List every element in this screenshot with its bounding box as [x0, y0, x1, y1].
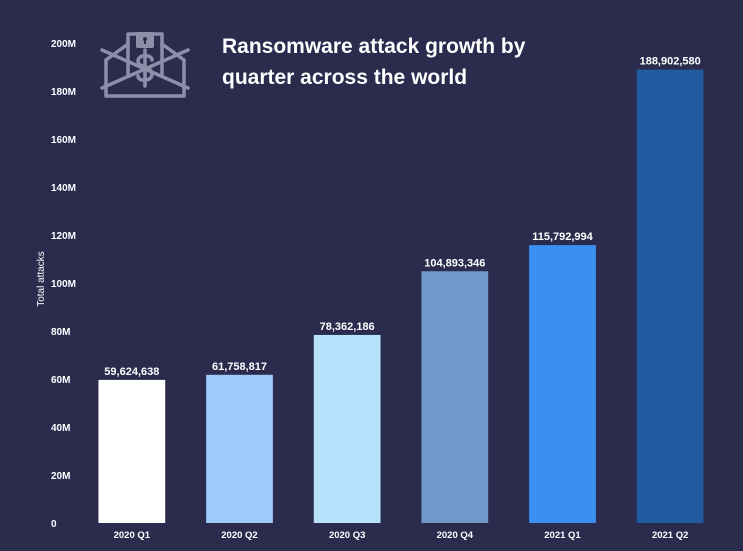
x-category-label: 2020 Q3	[329, 530, 365, 541]
y-tick-label: 20M	[51, 471, 70, 482]
bar	[421, 271, 489, 523]
y-tick-label: 160M	[51, 135, 76, 146]
y-tick-label: 180M	[51, 87, 76, 98]
bars	[98, 69, 704, 524]
bar-value-label: 61,758,817	[212, 361, 267, 373]
y-tick-label: 140M	[51, 183, 76, 194]
x-category-label: 2020 Q4	[437, 530, 474, 541]
bar-value-label: 104,893,346	[424, 257, 485, 269]
bar-value-labels: 59,624,638 61,758,817 78,362,186 104,893,34…	[104, 56, 700, 378]
y-axis-title: Total attacks	[36, 251, 47, 307]
y-axis-ticks: 0 20M 40M 60M 80M 100M 120M 140M 160M 180M 200M	[51, 39, 76, 530]
bar	[636, 69, 704, 524]
bar-value-label: 115,792,994	[532, 231, 593, 243]
x-category-label: 2021 Q1	[544, 530, 581, 541]
ransomware-envelope-icon	[100, 32, 190, 98]
bar-value-label: 78,362,186	[320, 321, 375, 333]
bar-value-label: 188,902,580	[640, 56, 701, 68]
x-category-label: 2021 Q2	[652, 530, 688, 541]
x-category-label: 2020 Q2	[221, 530, 257, 541]
y-tick-label: 200M	[51, 39, 76, 50]
y-tick-label: 40M	[51, 423, 70, 434]
x-category-label: 2020 Q1	[114, 530, 151, 541]
y-tick-label: 120M	[51, 231, 76, 242]
y-tick-label: 80M	[51, 327, 70, 338]
y-tick-label: 100M	[51, 279, 76, 290]
x-axis-category-labels: 2020 Q1 2020 Q2 2020 Q3 2020 Q4 2021 Q1 2021 …	[114, 530, 689, 541]
y-tick-label: 60M	[51, 375, 70, 386]
bar-value-label: 59,624,638	[104, 366, 159, 378]
bar	[206, 374, 273, 523]
chart-title: Ransomware attack growth by quarter acro…	[222, 35, 526, 89]
bar	[98, 379, 166, 523]
bar	[313, 334, 381, 523]
bar	[529, 245, 596, 524]
y-tick-label: 0	[51, 519, 57, 530]
